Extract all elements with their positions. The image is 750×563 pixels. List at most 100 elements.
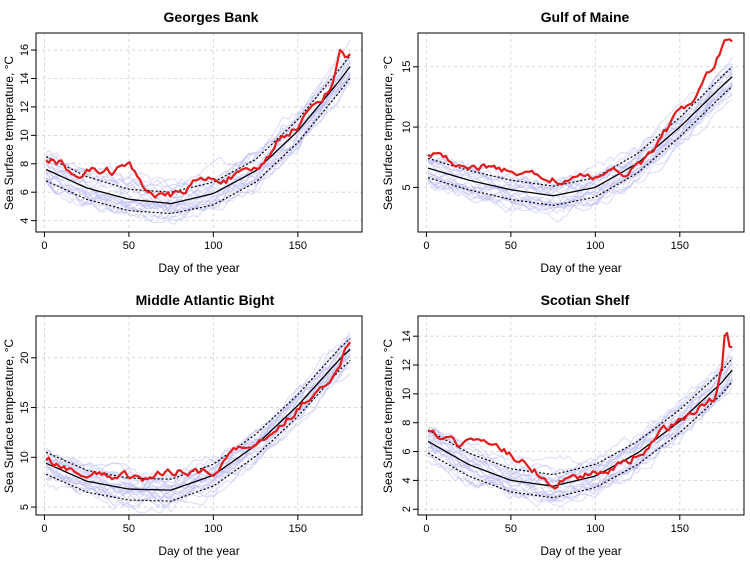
series-mean bbox=[427, 369, 733, 487]
individual-year-line bbox=[427, 81, 733, 205]
panel-title: Scotian Shelf bbox=[541, 292, 630, 308]
x-axis-label: Day of the year bbox=[540, 544, 621, 558]
series-current-year bbox=[45, 341, 352, 482]
axis-ticks: 0 50 100 150 5 10 15 bbox=[401, 61, 689, 252]
individual-year-line bbox=[427, 357, 733, 478]
y-tick-label: 14 bbox=[19, 72, 31, 84]
grid bbox=[36, 33, 362, 232]
x-tick-label: 0 bbox=[41, 523, 47, 535]
y-tick-label: 4 bbox=[401, 477, 413, 483]
x-axis-label: Day of the year bbox=[158, 544, 239, 558]
series-mean bbox=[427, 76, 733, 197]
y-tick-label: 12 bbox=[401, 359, 413, 371]
x-tick-label: 150 bbox=[671, 523, 689, 535]
x-tick-label: 150 bbox=[289, 523, 307, 535]
individual-year-line bbox=[427, 382, 733, 503]
y-tick-label: 15 bbox=[401, 61, 413, 73]
x-axis-label: Day of the year bbox=[540, 261, 621, 275]
series-mean bbox=[45, 66, 351, 205]
x-tick-label: 0 bbox=[423, 240, 429, 252]
y-tick-label: 2 bbox=[401, 506, 413, 512]
x-tick-label: 100 bbox=[586, 240, 604, 252]
x-tick-label: 50 bbox=[505, 240, 517, 252]
y-tick-label: 16 bbox=[19, 44, 31, 56]
individual-year-line bbox=[45, 51, 351, 193]
series-lower-bound bbox=[427, 85, 733, 207]
series-current-year bbox=[427, 331, 733, 490]
x-tick-label: 100 bbox=[204, 240, 222, 252]
series-current-year bbox=[45, 48, 351, 199]
axis-ticks: 0 50 100 150 4 6 8 10 12 14 16 bbox=[19, 44, 307, 252]
individual-years-band bbox=[427, 57, 733, 222]
plot-frame bbox=[35, 315, 363, 516]
individual-year-line bbox=[427, 383, 733, 508]
individual-year-line bbox=[45, 80, 351, 211]
individual-year-line bbox=[427, 370, 733, 502]
axis-ticks: 0 50 100 150 5 10 15 20 bbox=[19, 352, 307, 535]
individual-year-line bbox=[45, 72, 351, 209]
y-tick-label: 6 bbox=[401, 448, 413, 454]
x-axis-label: Day of the year bbox=[158, 261, 239, 275]
x-tick-label: 150 bbox=[289, 240, 307, 252]
y-axis-label: Sea Surface temperature, °C bbox=[2, 56, 16, 211]
series-mean bbox=[45, 348, 351, 491]
series-upper-bound bbox=[427, 66, 733, 187]
individual-year-line bbox=[428, 373, 733, 500]
individual-year-line bbox=[427, 84, 733, 205]
individual-year-line bbox=[45, 74, 351, 220]
y-tick-label: 6 bbox=[19, 189, 31, 195]
series-lower-bound bbox=[427, 381, 733, 499]
individual-year-line bbox=[46, 338, 351, 488]
series-lines bbox=[427, 331, 733, 499]
x-tick-label: 0 bbox=[41, 240, 47, 252]
series-current-year bbox=[427, 38, 733, 186]
panel-title: Middle Atlantic Bight bbox=[136, 292, 275, 308]
x-tick-label: 50 bbox=[505, 523, 517, 535]
panel-middle-atlantic-bight: Middle Atlantic Bight 0 50 100 150 5 10 15 20 D… bbox=[2, 292, 363, 558]
panel-title: Gulf of Maine bbox=[541, 9, 630, 25]
individual-year-line bbox=[45, 56, 351, 198]
y-tick-label: 10 bbox=[401, 121, 413, 133]
series-lines bbox=[45, 338, 352, 502]
individual-year-line bbox=[45, 77, 351, 210]
x-tick-label: 100 bbox=[586, 523, 604, 535]
individual-year-line bbox=[427, 358, 733, 478]
y-axis-label: Sea Surface temperature, °C bbox=[2, 339, 16, 494]
individual-year-line bbox=[427, 363, 733, 483]
series-lines bbox=[427, 38, 733, 207]
series-upper-bound bbox=[427, 358, 733, 476]
x-tick-label: 50 bbox=[123, 240, 135, 252]
series-lines bbox=[45, 48, 351, 215]
panel-title: Georges Bank bbox=[164, 9, 259, 25]
y-axis-label: Sea Surface temperature, °C bbox=[381, 56, 395, 211]
y-tick-label: 8 bbox=[19, 161, 31, 167]
y-tick-label: 10 bbox=[19, 451, 31, 463]
y-tick-label: 14 bbox=[401, 330, 413, 342]
x-tick-label: 0 bbox=[423, 523, 429, 535]
individual-year-line bbox=[45, 337, 351, 490]
individual-years-band bbox=[45, 330, 351, 514]
y-tick-label: 15 bbox=[19, 401, 31, 413]
y-tick-label: 10 bbox=[19, 129, 31, 141]
y-tick-label: 20 bbox=[19, 352, 31, 364]
panel-gulf-of-maine: Gulf of Maine 0 50 100 150 5 10 15 Day of the … bbox=[381, 9, 745, 275]
individual-year-line bbox=[45, 82, 351, 226]
plot-frame bbox=[417, 315, 745, 516]
individual-year-line bbox=[45, 341, 351, 493]
y-tick-label: 8 bbox=[401, 420, 413, 426]
axis-ticks: 0 50 100 150 2 4 6 8 10 12 14 bbox=[401, 330, 689, 535]
x-tick-label: 100 bbox=[204, 523, 222, 535]
individual-year-line bbox=[45, 366, 351, 511]
panel-scotian-shelf: Scotian Shelf 0 50 100 150 2 4 6 8 10 12 14 Day of… bbox=[381, 292, 745, 558]
individual-year-line bbox=[45, 361, 351, 507]
y-tick-label: 12 bbox=[19, 101, 31, 113]
x-tick-label: 50 bbox=[123, 523, 135, 535]
individual-years-band bbox=[427, 348, 733, 508]
x-tick-label: 150 bbox=[671, 240, 689, 252]
y-axis-label: Sea Surface temperature, °C bbox=[381, 339, 395, 494]
plot-frame bbox=[417, 32, 745, 233]
y-tick-label: 5 bbox=[19, 504, 31, 510]
y-tick-label: 5 bbox=[401, 184, 413, 190]
y-tick-label: 10 bbox=[401, 388, 413, 400]
